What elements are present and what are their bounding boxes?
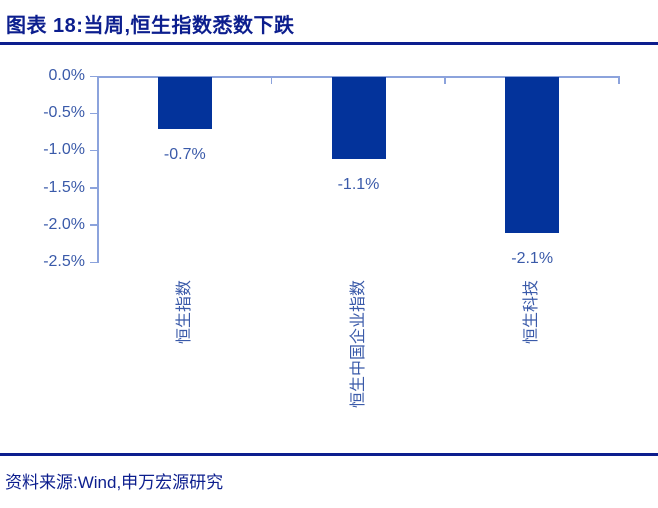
y-axis-tick	[90, 224, 98, 226]
category-tick	[270, 76, 273, 84]
title-underline	[0, 42, 658, 45]
category-tick	[618, 76, 620, 84]
y-axis-label: -2.5%	[43, 253, 85, 270]
bar	[331, 77, 386, 159]
y-axis-label: -2.0%	[43, 215, 85, 233]
y-axis-tick	[90, 187, 98, 189]
category-label: 恒生指数	[175, 280, 193, 345]
y-axis-label: -1.5%	[43, 178, 85, 196]
category-tick	[444, 76, 446, 84]
y-axis-label: -0.5%	[43, 104, 85, 122]
data-label: -2.1%	[511, 250, 554, 268]
y-axis-label: -1.0%	[43, 141, 85, 159]
y-axis-tick	[90, 261, 98, 263]
y-axis-label: 0.0%	[48, 67, 85, 84]
source-note: 资料来源:Wind,申万宏源研究	[5, 473, 224, 492]
data-label: -0.7%	[163, 146, 206, 164]
footer-divider	[0, 453, 658, 456]
y-axis-tick	[90, 112, 98, 115]
bar	[505, 77, 560, 234]
category-label: 恒生中国企业指数	[349, 280, 367, 409]
bar	[157, 77, 212, 130]
data-label: -1.1%	[337, 175, 380, 193]
figure-title: 图表 18:当周,恒生指数悉数下跌	[6, 15, 295, 37]
y-axis-tick	[90, 75, 98, 77]
x-axis-line	[97, 76, 620, 78]
category-label: 恒生科技	[523, 280, 541, 345]
y-axis-line	[97, 76, 99, 263]
y-axis-tick	[90, 149, 98, 152]
